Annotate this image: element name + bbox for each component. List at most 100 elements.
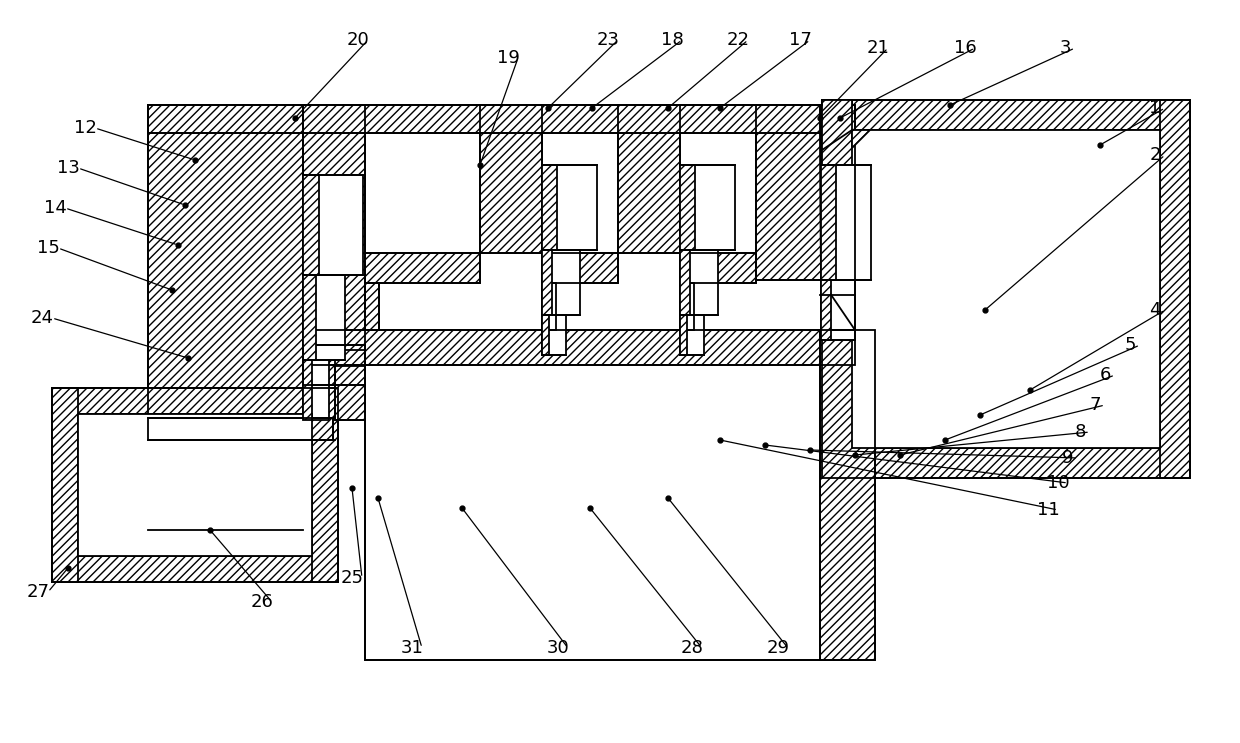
Bar [303,275,316,360]
Bar [312,388,339,582]
Text: 5: 5 [1125,336,1136,354]
Text: 27: 27 [26,583,50,601]
Bar [821,165,870,280]
Bar [303,275,345,360]
Bar [365,330,856,660]
Text: 7: 7 [1089,396,1101,414]
Bar [822,100,1190,130]
Text: 30: 30 [547,639,569,657]
Text: 19: 19 [496,49,520,67]
Text: 16: 16 [954,39,976,57]
Text: 2: 2 [1149,146,1161,164]
Bar [78,414,312,556]
Bar [542,283,556,330]
Bar [148,418,334,440]
Bar [303,175,363,275]
Text: 13: 13 [57,159,79,177]
Bar [148,105,303,530]
Bar [365,253,480,283]
Bar [365,283,379,330]
Bar [680,253,756,283]
Text: 6: 6 [1100,366,1111,384]
Text: 15: 15 [36,239,60,257]
Bar [680,315,704,355]
Bar [542,253,618,283]
Text: 25: 25 [341,569,363,587]
Bar [148,105,822,133]
Bar [542,315,549,355]
Bar [756,105,821,280]
Bar [821,280,831,340]
Bar [303,360,312,420]
Bar [52,388,339,582]
Bar [365,330,856,660]
Text: 21: 21 [867,39,889,57]
Bar [821,165,836,280]
Bar [303,105,365,345]
Bar [303,345,365,385]
Bar [542,250,580,315]
Text: 10: 10 [1047,474,1069,492]
Bar [365,253,480,283]
Bar [822,448,1190,478]
Text: 3: 3 [1059,39,1071,57]
Bar [480,105,542,253]
Bar [303,175,319,275]
Bar [52,556,339,582]
Bar [303,360,329,420]
Polygon shape [820,105,856,330]
Bar [52,388,78,582]
Text: 18: 18 [661,31,683,49]
Bar [542,250,552,315]
Bar [820,330,875,660]
Text: 31: 31 [401,639,423,657]
Bar [303,105,365,345]
Bar [335,365,365,420]
Text: 11: 11 [1037,501,1059,519]
Bar [680,315,687,355]
Text: 8: 8 [1074,423,1086,441]
Bar [680,253,756,283]
Bar [52,388,339,414]
Text: 29: 29 [766,639,790,657]
Polygon shape [852,130,870,148]
Bar [148,418,334,440]
Bar [303,330,856,365]
Text: 26: 26 [250,593,274,611]
Text: 22: 22 [727,31,749,49]
Text: 23: 23 [596,31,620,49]
Text: 20: 20 [347,31,370,49]
Text: 24: 24 [31,309,53,327]
Text: 17: 17 [789,31,811,49]
Bar [680,250,689,315]
Text: 28: 28 [681,639,703,657]
Bar [542,165,596,250]
Bar [820,330,875,660]
Bar [756,105,821,280]
Bar [542,253,618,283]
Bar [303,330,856,365]
Bar [365,283,379,330]
Bar [335,365,365,420]
Bar [680,165,694,250]
Bar [852,130,1159,448]
Bar [822,100,1190,478]
Text: 12: 12 [73,119,97,137]
Text: 4: 4 [1149,301,1161,319]
Bar [1159,100,1190,478]
Text: 14: 14 [43,199,67,217]
Bar [542,315,565,355]
Bar [303,345,365,385]
Bar [680,250,718,315]
Bar [335,350,365,366]
Bar [821,280,856,340]
Text: 9: 9 [1063,449,1074,467]
Bar [542,165,557,250]
Bar [822,100,852,478]
Bar [856,280,890,332]
Bar [680,283,694,330]
Bar [480,105,542,253]
Bar [680,165,735,250]
Bar [618,105,680,253]
Bar [148,105,822,133]
